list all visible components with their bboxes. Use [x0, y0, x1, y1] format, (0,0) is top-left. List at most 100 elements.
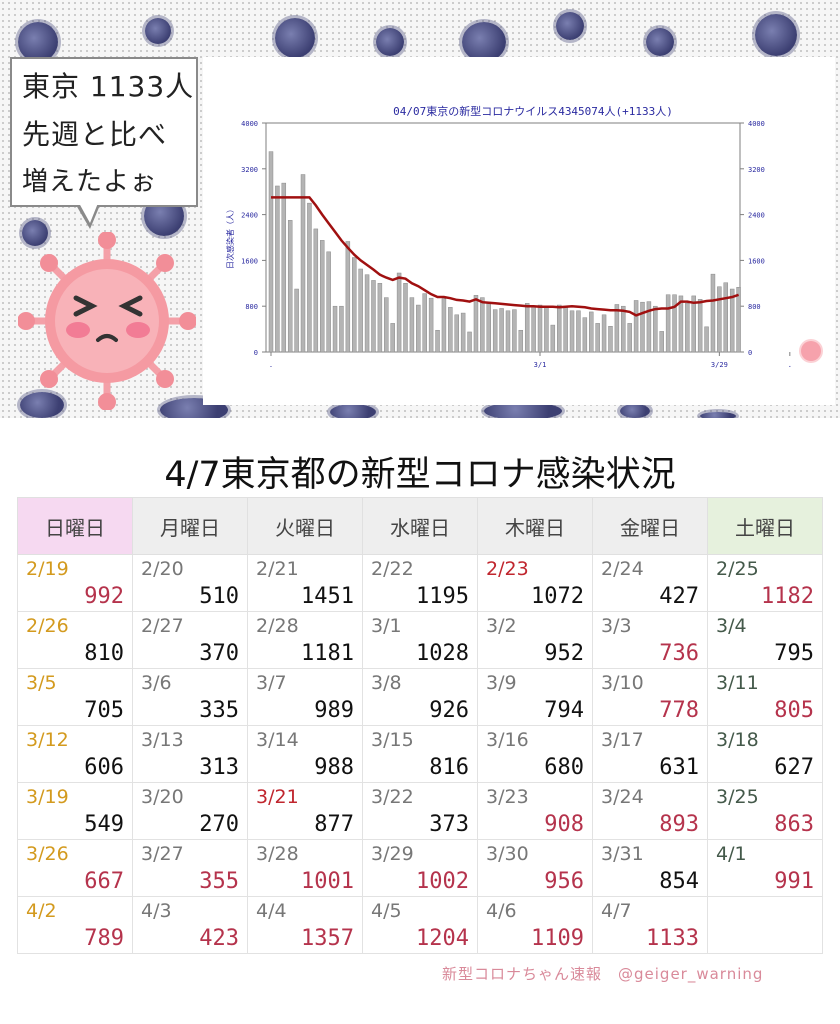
bar — [281, 182, 287, 353]
x-tick-label: 3/29 — [711, 361, 728, 369]
weekday-header: 土曜日 — [707, 497, 823, 555]
y-tick-label-right: 0 — [748, 349, 752, 357]
cell-date: 4/6 — [486, 900, 517, 922]
cell-date: 3/13 — [141, 729, 184, 751]
day-cell: 2/27 370 — [132, 611, 248, 669]
day-cell: 3/9 794 — [477, 668, 593, 726]
cell-date: 4/3 — [141, 900, 172, 922]
bar — [576, 310, 581, 353]
day-cell: 3/11 805 — [707, 668, 823, 726]
bar — [691, 295, 696, 353]
cell-count: 991 — [774, 869, 814, 894]
cell-date: 3/17 — [601, 729, 644, 751]
cell-count: 989 — [314, 698, 354, 723]
bar — [409, 297, 415, 353]
cell-count: 908 — [544, 812, 584, 837]
cell-date: 3/22 — [371, 786, 414, 808]
day-cell: 3/27 355 — [132, 839, 248, 897]
cell-date: 4/2 — [26, 900, 57, 922]
day-cell: 4/3 423 — [132, 896, 248, 954]
day-cell: 3/8 926 — [362, 668, 478, 726]
bar — [390, 323, 395, 353]
y-tick-label-right: 3200 — [748, 166, 765, 174]
cell-date: 3/1 — [371, 615, 402, 637]
cell-count: 549 — [84, 812, 124, 837]
virus-icon — [145, 18, 171, 44]
bar — [608, 325, 613, 353]
virus-icon — [556, 12, 584, 40]
bar — [589, 311, 594, 353]
daily-cases-chart: 04/07東京の新型コロナウイルス4345074人(+1133人) 日次感染者（… — [225, 104, 792, 369]
bar — [704, 326, 709, 353]
cell-date: 3/10 — [601, 672, 644, 694]
cell-date: 3/27 — [141, 843, 184, 865]
cell-count: 805 — [774, 698, 814, 723]
cell-count: 1109 — [531, 926, 584, 951]
cell-count: 952 — [544, 641, 584, 666]
cell-count: 736 — [659, 641, 699, 666]
bar — [723, 282, 729, 353]
day-cell: 3/2 952 — [477, 611, 593, 669]
bar — [672, 294, 677, 353]
bar — [268, 151, 274, 353]
cell-count: 667 — [84, 869, 124, 894]
bar — [710, 273, 716, 353]
bar — [524, 303, 530, 353]
day-cell: 2/21 1451 — [247, 554, 363, 612]
cell-count: 627 — [774, 755, 814, 780]
virus-mascot-icon — [18, 232, 196, 410]
bar — [653, 305, 658, 353]
cell-date: 3/20 — [141, 786, 184, 808]
moving-average-line — [271, 196, 740, 317]
cell-date: 3/9 — [486, 672, 517, 694]
day-cell: 3/4 795 — [707, 611, 823, 669]
bar — [729, 288, 735, 353]
cell-count: 816 — [429, 755, 469, 780]
cell-count: 926 — [429, 698, 469, 723]
day-cell: 3/21 877 — [247, 782, 363, 840]
bar — [326, 251, 331, 353]
cell-count: 355 — [199, 869, 239, 894]
cell-date: 2/21 — [256, 558, 299, 580]
bar — [480, 297, 485, 353]
virus-icon — [20, 392, 64, 418]
cell-count: 270 — [199, 812, 239, 837]
day-cell: 2/25 1182 — [707, 554, 823, 612]
week-row: 4/2 789 4/3 423 4/4 1357 4/5 1204 4/6 1109 4/7 1133 — [17, 896, 823, 954]
cell-date: 2/23 — [486, 558, 529, 580]
bar — [544, 307, 549, 353]
day-cell: 3/29 1002 — [362, 839, 478, 897]
cell-count: 795 — [774, 641, 814, 666]
cell-date: 4/4 — [256, 900, 287, 922]
y-tick-label-left: 800 — [245, 303, 258, 311]
bar — [473, 295, 479, 353]
day-cell: 2/20 510 — [132, 554, 248, 612]
day-cell: 2/24 427 — [592, 554, 708, 612]
cell-date: 3/14 — [256, 729, 299, 751]
bar — [633, 300, 639, 353]
bar — [339, 305, 344, 353]
bar — [345, 241, 351, 353]
day-cell: 3/10 778 — [592, 668, 708, 726]
day-cell: 3/13 313 — [132, 725, 248, 783]
cell-count: 510 — [199, 584, 239, 609]
day-cell: 3/15 816 — [362, 725, 478, 783]
cell-count: 1181 — [301, 641, 354, 666]
cell-date: 4/1 — [716, 843, 747, 865]
day-cell: 3/30 956 — [477, 839, 593, 897]
speech-bubble: 東京 1133人 先週と比べ 増えたよぉ — [10, 57, 198, 207]
virus-icon — [330, 404, 376, 420]
cell-count: 863 — [774, 812, 814, 837]
bubble-tail — [76, 203, 100, 229]
bar — [364, 274, 370, 353]
week-row: 3/12 606 3/13 313 3/14 988 3/15 816 3/16 680 3/17 6… — [17, 725, 823, 783]
cell-date: 3/15 — [371, 729, 414, 751]
weekday-header: 金曜日 — [592, 497, 708, 555]
weekday-header-row: 日曜日 月曜日 火曜日 水曜日 木曜日 金曜日 土曜日 — [17, 497, 823, 555]
bar — [377, 283, 383, 353]
weekday-header: 月曜日 — [132, 497, 248, 555]
cell-count: 680 — [544, 755, 584, 780]
cell-count: 373 — [429, 812, 469, 837]
day-cell: 3/24 893 — [592, 782, 708, 840]
cell-count: 810 — [84, 641, 124, 666]
